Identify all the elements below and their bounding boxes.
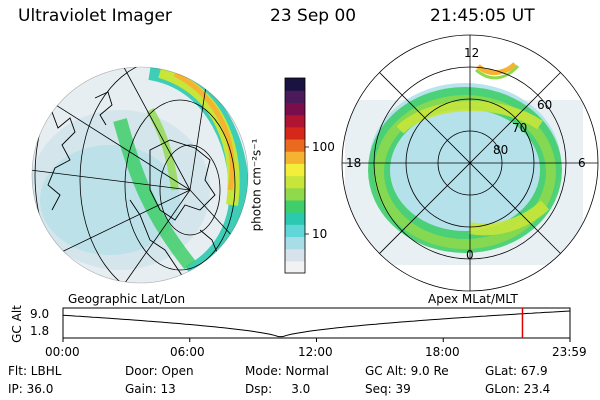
mlt-label-0: 0: [466, 248, 474, 262]
time-tick-2359: 23:59: [552, 345, 587, 359]
color-scale-band: [285, 199, 305, 213]
time-tick-1200: 12:00: [298, 345, 333, 359]
image-time: 21:45:05 UT: [430, 6, 535, 26]
filter-status: Flt: LBHL: [8, 364, 62, 378]
map-horizon: [31, 66, 249, 284]
instrument-title: Ultraviolet Imager: [18, 6, 172, 26]
color-scale-band: [285, 212, 305, 225]
color-scale-band: [285, 224, 305, 238]
altitude-plot: [62, 307, 571, 342]
mlt-label-18: 18: [346, 156, 362, 170]
nightside-arc: [468, 200, 550, 236]
time-tick-0600: 06:00: [170, 345, 205, 359]
auroral-oval-core: [374, 95, 556, 249]
color-scale-band: [285, 163, 305, 177]
color-scale-band: [285, 151, 305, 164]
altitude-tick-1-8: 1.8: [30, 324, 50, 338]
mode-status: Mode: Normal: [245, 364, 329, 378]
color-scale-label-100: 100: [312, 140, 335, 154]
mlt-label-6: 6: [578, 156, 586, 170]
auroral-band-arc: [146, 107, 179, 191]
image-date: 23 Sep 00: [270, 6, 357, 26]
gc-altitude-status: GC Alt: 9.0 Re: [365, 364, 449, 378]
mlat-label-80: 80: [493, 143, 509, 157]
apex-caption: Apex MLat/MLT: [428, 292, 518, 306]
geographic-map: [31, 66, 249, 284]
geo-longitude-status: GLon: 23.4: [485, 382, 551, 396]
dayside-arc: [396, 101, 543, 134]
geo-latitude-status: GLat: 67.9: [485, 364, 548, 378]
auroral-band-peak: [173, 71, 235, 191]
color-scale-band: [285, 260, 305, 274]
color-scale-band: [285, 90, 305, 103]
altitude-plot-ticks: [62, 338, 571, 342]
altitude-axis-label: GC Alt: [9, 305, 24, 343]
ip-status: IP: 36.0: [8, 382, 54, 396]
time-tick-0000: 00:00: [45, 345, 80, 359]
color-scale-frame: [284, 77, 306, 274]
cusp-emission: [476, 62, 517, 75]
polar-grid: [341, 34, 599, 292]
mlt-label-12: 12: [464, 46, 480, 60]
color-scale-band: [285, 126, 305, 140]
geographic-caption: Geographic Lat/Lon: [68, 292, 186, 306]
color-scale-band: [285, 187, 305, 201]
door-status: Door: Open: [125, 364, 194, 378]
orbit-altitude-curve: [62, 310, 571, 338]
color-scale: [284, 77, 309, 274]
time-tick-1800: 18:00: [425, 345, 460, 359]
color-scale-band: [285, 114, 305, 128]
altitude-plot-frame: [62, 307, 571, 339]
mlat-label-70: 70: [512, 121, 528, 135]
color-scale-band: [285, 102, 305, 116]
cusp-emission-edge: [475, 64, 520, 80]
color-scale-band: [285, 175, 305, 189]
color-scale-label-10: 10: [312, 227, 328, 241]
auroral-band-dayside: [113, 118, 196, 270]
color-scale-bar: [285, 78, 305, 274]
map-mid-emission: [40, 145, 180, 255]
color-scale-unit: photon cm⁻²s⁻¹: [249, 138, 264, 232]
mlat-label-60: 60: [537, 98, 553, 112]
color-scale-band: [285, 138, 305, 152]
color-scale-band: [285, 248, 305, 262]
gain-status: Gain: 13: [125, 382, 176, 396]
altitude-tick-9: 9.0: [30, 307, 50, 321]
color-scale-band: [285, 236, 305, 250]
polar-plot: [341, 34, 599, 292]
sequence-status: Seq: 39: [365, 382, 411, 396]
dsp-status: Dsp: 3.0: [245, 382, 311, 396]
color-scale-band: [285, 78, 305, 91]
